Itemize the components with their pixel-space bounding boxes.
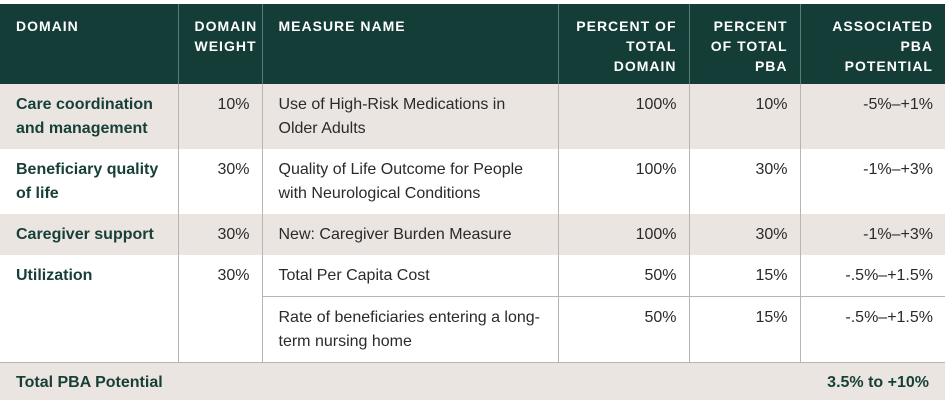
- table-row: Rate of beneficiaries entering a long-te…: [0, 296, 945, 363]
- measure-cell: Total Per Capita Cost: [261, 255, 558, 297]
- potential-cell: -.5%–+1.5%: [799, 296, 945, 363]
- percent-pba-cell: 30%: [688, 214, 800, 255]
- weight-cell: 30%: [177, 149, 262, 214]
- weight-cell: 10%: [177, 84, 262, 149]
- percent-pba-cell: 15%: [688, 296, 800, 363]
- table-row: Caregiver support 30% New: Caregiver Burde…: [0, 214, 945, 255]
- pba-table: DOMAIN DOMAIN WEIGHT MEASURE NAME PERCENT O…: [0, 4, 945, 400]
- footer-row: Total PBA Potential 3.5% to +10%: [0, 362, 945, 400]
- percent-domain-cell: 100%: [557, 149, 689, 214]
- percent-pba-cell: 30%: [688, 149, 800, 214]
- header-row: DOMAIN DOMAIN WEIGHT MEASURE NAME PERCENT O…: [0, 4, 945, 84]
- measure-cell: Use of High-Risk Medications in Older Ad…: [261, 84, 558, 149]
- percent-pba-cell: 15%: [688, 255, 800, 297]
- page: DOMAIN DOMAIN WEIGHT MEASURE NAME PERCENT O…: [0, 4, 945, 400]
- percent-domain-cell: 50%: [557, 296, 689, 363]
- potential-cell: -5%–+1%: [799, 84, 945, 149]
- column-header: MEASURE NAME: [261, 4, 558, 84]
- domain-cell: Utilization: [16, 267, 93, 284]
- domain-cell: Caregiver support: [0, 214, 178, 255]
- measure-cell: Rate of beneficiaries entering a long-te…: [261, 296, 558, 363]
- table-row: Utilization 30% Total Per Capita Cost 50% 15…: [0, 255, 945, 363]
- table-body: Care coordination and management 10% Use o…: [0, 84, 945, 400]
- column-header: ASSOCIATED PBA POTENTIAL: [799, 4, 945, 84]
- table-row: Beneficiary quality of life 30% Quality of…: [0, 149, 945, 214]
- table-row: Care coordination and management 10% Use o…: [0, 84, 945, 149]
- column-header: PERCENT OF TOTAL DOMAIN: [557, 4, 689, 84]
- column-header: PERCENT OF TOTAL PBA: [688, 4, 800, 84]
- potential-cell: -1%–+3%: [799, 149, 945, 214]
- domain-cell: Beneficiary quality of life: [16, 161, 159, 202]
- measure-cell: Quality of Life Outcome for People with …: [261, 149, 558, 214]
- percent-pba-cell: 10%: [688, 84, 800, 149]
- percent-domain-cell: 50%: [557, 255, 689, 297]
- potential-cell: -1%–+3%: [799, 214, 945, 255]
- column-header: DOMAIN: [0, 4, 178, 84]
- domain-cell: Care coordination and management: [0, 84, 178, 149]
- potential-cell: -.5%–+1.5%: [799, 255, 945, 297]
- column-header: DOMAIN WEIGHT: [177, 4, 262, 84]
- footer-value: 3.5% to +10%: [800, 362, 945, 400]
- percent-domain-cell: 100%: [557, 84, 689, 149]
- measure-cell: New: Caregiver Burden Measure: [261, 214, 558, 255]
- footer-label: Total PBA Potential: [0, 362, 800, 400]
- weight-cell: 30%: [177, 214, 262, 255]
- weight-cell: 30%: [177, 255, 262, 363]
- table-header: DOMAIN DOMAIN WEIGHT MEASURE NAME PERCENT O…: [0, 4, 945, 84]
- percent-domain-cell: 100%: [557, 214, 689, 255]
